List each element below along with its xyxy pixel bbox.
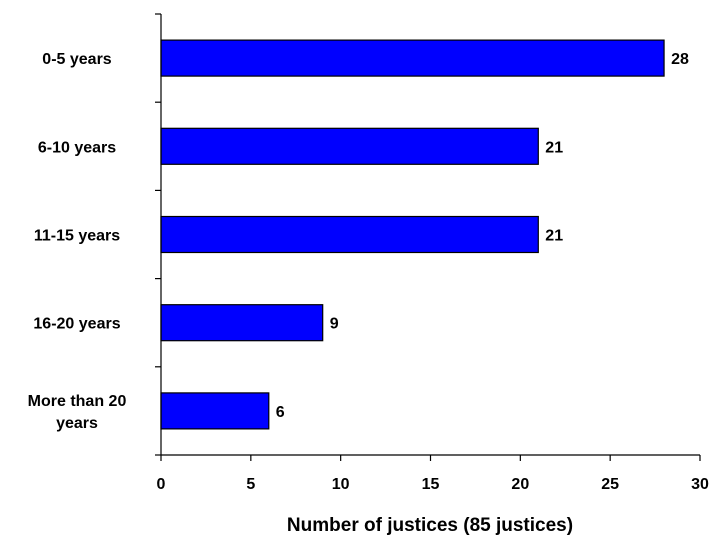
bar-value-label-3: 9 [330, 316, 339, 333]
x-tick-label-5: 25 [601, 476, 619, 493]
x-axis-title: Number of justices (85 justices) [287, 515, 573, 536]
category-label-3: 16-20 years [33, 316, 120, 333]
bar-4 [160, 392, 270, 430]
category-label-0: 0-5 years [42, 51, 111, 68]
bar-2 [160, 215, 539, 254]
bar-value-label-2: 21 [545, 228, 563, 245]
y-axis: 0-5 years 6-10 years 11-15 years 16-20 year… [28, 13, 162, 456]
bar-1 [160, 127, 539, 165]
value-labels-group: 28 21 21 9 6 [276, 51, 689, 421]
bars-group [160, 39, 665, 430]
x-tick-label-6: 30 [691, 476, 709, 493]
bar-3 [160, 304, 324, 342]
x-axis: 0 5 10 15 20 25 30 [157, 454, 709, 493]
category-label-2: 11-15 years [34, 228, 120, 245]
category-label-4: More than 20 years [28, 393, 127, 432]
x-tick-label-1: 5 [246, 476, 255, 493]
bar-value-label-4: 6 [276, 404, 285, 421]
category-label-1: 6-10 years [38, 139, 116, 156]
bar-value-label-0: 28 [671, 51, 689, 68]
x-tick-label-2: 10 [332, 476, 350, 493]
x-tick-label-4: 20 [511, 476, 529, 493]
bar-value-label-1: 21 [545, 139, 563, 156]
x-tick-label-3: 15 [422, 476, 440, 493]
bar-0 [160, 39, 665, 77]
x-tick-label-0: 0 [157, 476, 166, 493]
